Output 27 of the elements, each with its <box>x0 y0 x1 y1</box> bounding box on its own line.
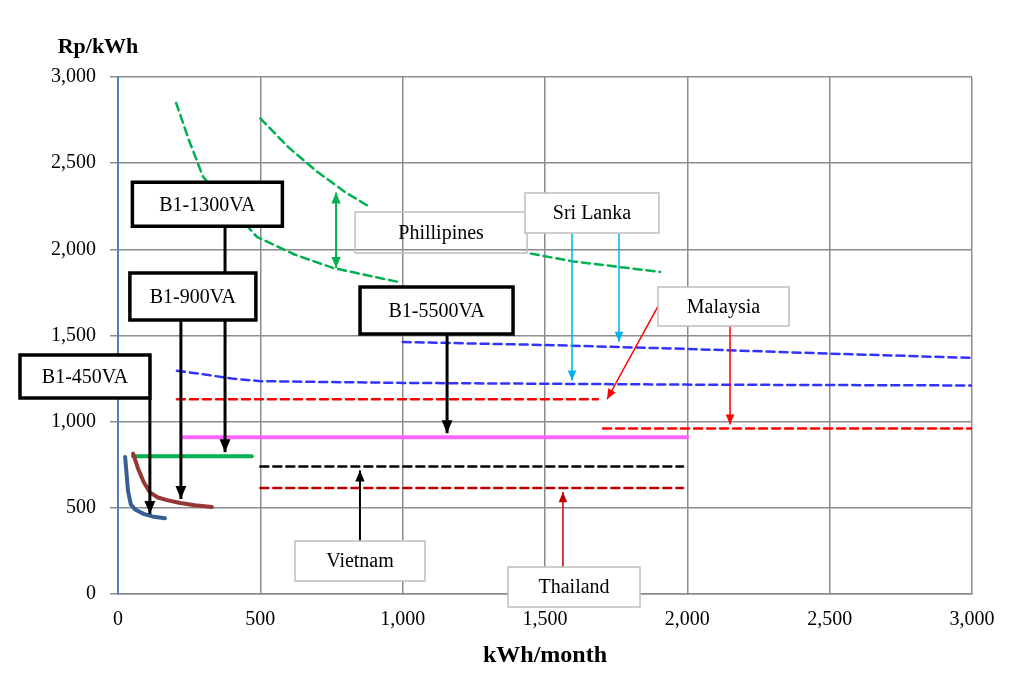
x-tick-label: 3,000 <box>949 607 995 630</box>
x-tick-label: 0 <box>113 607 123 630</box>
x-tick-label: 1,000 <box>380 607 426 630</box>
y-tick-label: 3,000 <box>51 64 96 87</box>
y-tick-label: 1,500 <box>51 322 96 345</box>
y-tick-label: 500 <box>66 495 96 518</box>
line-series <box>401 340 972 360</box>
x-tick-label: 2,000 <box>664 607 710 630</box>
annotation: B1-1300VA <box>159 192 257 215</box>
annotation: Phillipines <box>398 220 485 244</box>
annotation: Malaysia <box>686 294 761 318</box>
y-tick-label: 2,500 <box>51 150 96 173</box>
x-tick-label: 2,500 <box>807 607 853 630</box>
line-series <box>175 369 972 387</box>
x-tick-label: 500 <box>245 607 276 630</box>
annotation: B1-5500VA <box>388 298 486 321</box>
y-tick-label: 1,000 <box>51 408 96 431</box>
y-axis-title: Rp/kWh <box>57 32 139 58</box>
x-axis-title: kWh/month <box>482 640 608 667</box>
y-tick-label: 2,000 <box>51 236 96 259</box>
annotation: B1-900VA <box>149 284 237 307</box>
annotation: B1-450VA <box>41 364 129 387</box>
y-tick-label: 0 <box>86 581 96 604</box>
annotation: Sri Lanka <box>552 201 632 224</box>
annotation: Thailand <box>538 575 610 598</box>
annotation: Vietnam <box>326 549 395 572</box>
x-tick-label: 1,500 <box>522 607 568 630</box>
